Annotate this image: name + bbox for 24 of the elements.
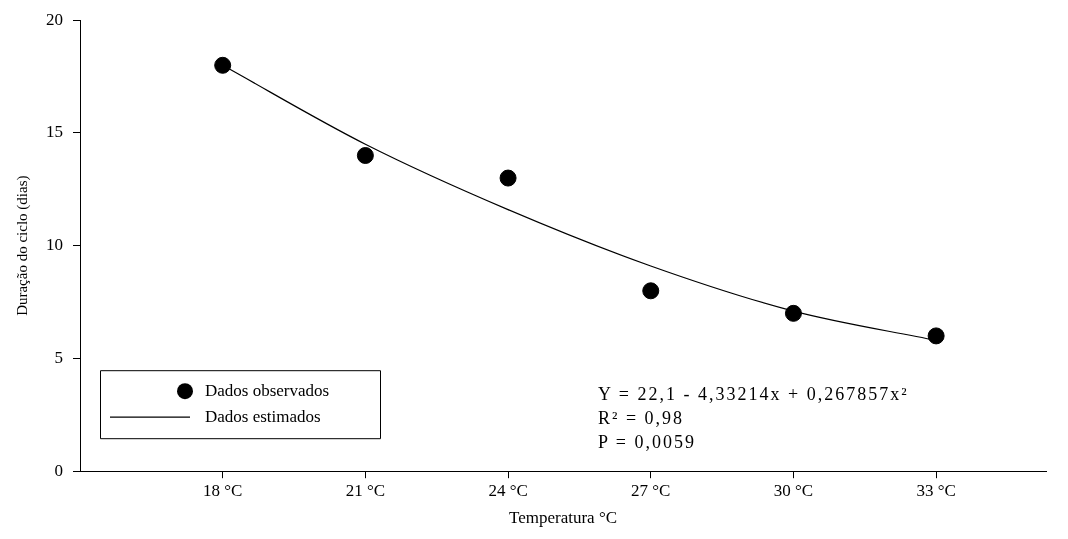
annotation: P = 0,0059 [598,431,697,454]
x-tick-label: 30 °C [773,480,814,500]
x-tick-label: 24 °C [488,480,528,500]
point [214,56,232,74]
y-tick-label: 0 [54,460,63,480]
x-axis-title: Temperatura °C [508,508,618,528]
annotation: Y = 22,1 - 4,33214x + 0,267857x² [598,383,909,406]
point [927,327,945,345]
x-tick-label: 18 °C [202,480,243,500]
legend-label: Dados estimados [205,406,321,426]
x-tick-label: 21 °C [345,480,386,500]
annotation: R² = 0,98 [598,407,686,430]
point [642,282,660,300]
legend-label: Dados observados [205,380,330,400]
point [499,169,517,187]
y-axis-title: Duração do ciclo (dias) [13,175,31,316]
x-tick-label: 33 °C [916,480,956,500]
y-tick-label: 15 [46,122,63,142]
y-tick-label: 20 [46,9,63,29]
point [356,147,374,164]
point [784,304,802,322]
y-tick-label: 10 [46,235,63,255]
y-tick-label: 5 [54,347,63,367]
x-tick-label: 27 °C [631,480,671,500]
